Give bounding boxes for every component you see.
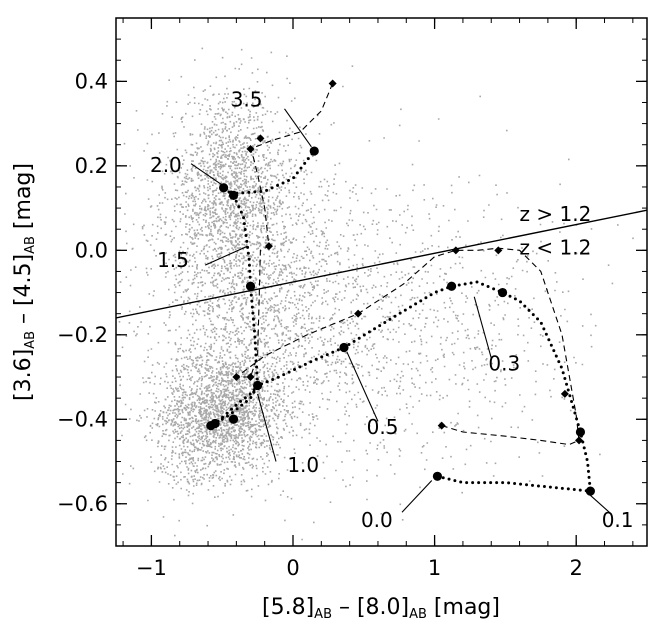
track-1-marker-12 [228, 190, 239, 201]
annotation-label-4: 0.5 [367, 415, 399, 439]
annotation-leader-1 [401, 480, 433, 513]
track-1-marker-7 [253, 380, 263, 391]
region-label-1: z > 1.2 [520, 202, 592, 226]
track-2-marker-9 [264, 242, 273, 251]
annotation-label-2: 0.1 [602, 508, 634, 532]
track-1-marker-2 [585, 486, 595, 496]
track-2-marker-10 [246, 144, 255, 153]
x-tick-label-1: 0 [286, 556, 299, 580]
axes: −1 0 1 2 −0.6 −0.4 −0.2 0.0 0.2 0.4 [57, 17, 648, 580]
track-2-marker-2 [575, 436, 584, 445]
y-tick-label-0: −0.6 [57, 492, 108, 516]
track-1-marker-5 [446, 281, 457, 291]
annotation-leader-8 [284, 108, 312, 148]
track-2-marker-3 [560, 389, 569, 398]
track-1-marker-13 [219, 183, 229, 193]
track-2-marker-4 [494, 246, 503, 255]
y-tick-label-4: 0.2 [75, 154, 108, 178]
region-label-2: z < 1.2 [520, 236, 592, 260]
track-1-marker-4 [497, 287, 508, 298]
annotation-label-1: 0.0 [361, 508, 393, 532]
field-galaxy-cloud [118, 47, 634, 541]
track-1-marker-11 [245, 281, 256, 291]
y-tick-label-5: 0.4 [75, 69, 108, 93]
track-1-marker-1 [432, 471, 443, 481]
annotation-leader-7 [190, 163, 226, 188]
annotation-label-5: 0.3 [488, 352, 520, 376]
y-tick-label-2: −0.2 [57, 323, 108, 347]
divider-line [116, 209, 647, 319]
x-tick-label-2: 1 [428, 556, 441, 580]
redshift-divider [116, 209, 647, 319]
y-tick-label-3: 0.0 [75, 238, 108, 262]
track-2-marker-6 [354, 309, 363, 318]
annotation-label-6: 1.5 [157, 248, 189, 272]
track-1-marker-6 [339, 342, 349, 353]
annotation-leader-2 [589, 494, 612, 515]
track-2-marker-8 [246, 373, 255, 382]
background-points [118, 47, 634, 541]
track-2-marker-11 [256, 134, 265, 143]
track-1-marker-8 [228, 414, 239, 424]
redshift-annotations: 0.0 0.1 1.0 0.5 0.3 1.5 2.0 3.5 z > 1.2 z < 1.2 [150, 88, 634, 532]
annotation-label-3: 1.0 [287, 453, 319, 477]
x-tick-label-0: −1 [136, 556, 167, 580]
x-tick-label-3: 2 [570, 556, 583, 580]
annotation-label-8: 3.5 [231, 88, 263, 112]
track-1-marker-14 [309, 146, 319, 156]
track-1-marker-10 [206, 421, 216, 431]
annotation-leader-5 [473, 296, 492, 359]
annotation-leader-4 [346, 351, 379, 422]
track-2 [232, 79, 584, 446]
track-2-marker-12 [328, 79, 337, 88]
x-axis-title: [5.8]AB – [8.0]AB [mag] [262, 595, 500, 622]
track-2-marker-7 [232, 373, 241, 382]
y-tick-label-1: −0.4 [57, 407, 108, 431]
annotation-leader-3 [257, 393, 277, 462]
track-2-line [234, 83, 580, 446]
annotation-label-7: 2.0 [150, 153, 182, 177]
track-1 [206, 146, 595, 496]
model-tracks [206, 79, 595, 496]
track-2-marker-5 [451, 246, 460, 255]
plot-frame [115, 17, 648, 547]
y-axis-title: [3.6]AB – [4.5]AB [mag] [11, 163, 38, 401]
annotation-leader-6 [204, 245, 248, 266]
track-2-marker-1 [437, 421, 446, 430]
